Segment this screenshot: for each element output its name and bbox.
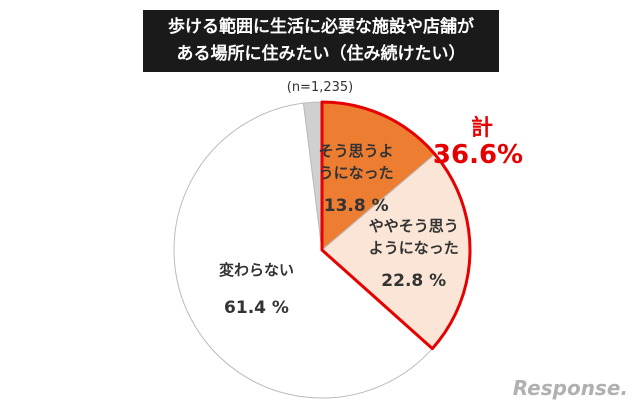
highlight-outline [320,100,472,351]
slice-label: ややそう思う ようになった [368,217,459,258]
slice-label: 変わらない [218,261,294,280]
slice-label: そう思うよ うになった [318,142,394,183]
value-label: 61.4 % [224,298,289,319]
annotation-value: 36.6% [432,140,524,170]
annotation-label: 計 [470,116,494,141]
value-label: 22.8 % [381,271,447,292]
chart-title: 歩ける範囲に生活に必要な施設や店舗が ある場所に住みたい（住み続けたい） [143,10,499,72]
watermark: Response. [512,376,628,400]
value-label: 13.8 % [323,196,389,217]
pie-slice [173,102,434,399]
chart-subtitle: (n=1,235) [286,80,354,95]
